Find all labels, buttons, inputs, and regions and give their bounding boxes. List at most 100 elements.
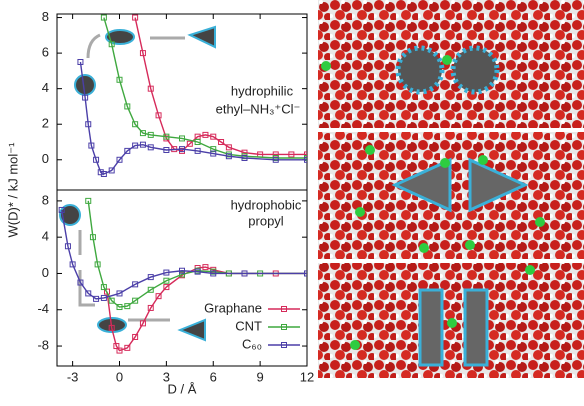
marker (132, 333, 139, 340)
legend-label: Graphane (204, 300, 262, 315)
marker (77, 59, 84, 65)
marker (194, 147, 201, 154)
series-line (103, 17, 307, 159)
marker (93, 156, 100, 163)
marker (124, 147, 131, 154)
marker (97, 169, 104, 176)
marker (132, 142, 139, 149)
legend-label: CNT (235, 318, 262, 333)
marker (116, 156, 123, 163)
marker (304, 156, 307, 163)
marker (218, 139, 225, 145)
marker (94, 261, 101, 268)
marker (124, 303, 131, 310)
marker (194, 139, 201, 145)
y-tick-label: 8 (42, 9, 49, 24)
y-tick-label: 8 (42, 192, 49, 207)
marker (100, 171, 107, 177)
marker (155, 293, 162, 300)
marker (88, 142, 95, 149)
annotation: hydrophobic (231, 197, 302, 212)
marker (108, 324, 115, 331)
marker (147, 131, 154, 138)
marker (58, 206, 65, 213)
marker (113, 343, 120, 350)
legend-label: C₆₀ (242, 336, 262, 351)
x-tick-label: 9 (257, 369, 264, 384)
marker (89, 234, 96, 241)
marker (100, 284, 107, 291)
marker (104, 288, 110, 295)
marker (85, 290, 92, 297)
legend-swatch (281, 306, 287, 312)
marker (202, 131, 209, 138)
snapshots (318, 0, 584, 378)
marker (116, 304, 123, 311)
y-tick-label: 4 (42, 80, 49, 95)
marker (179, 267, 185, 274)
marker (132, 121, 139, 128)
series-line (60, 209, 307, 300)
marker (64, 243, 71, 250)
marker (147, 144, 154, 151)
inset-arrows (78, 33, 185, 322)
marker (179, 271, 185, 278)
marker (139, 50, 146, 57)
marker (241, 270, 248, 277)
marker (147, 85, 154, 92)
y-axis-label: W(D)* / kJ mol⁻¹ (5, 142, 20, 238)
marker (163, 284, 170, 291)
marker (69, 261, 76, 268)
marker (225, 144, 232, 151)
marker (304, 270, 307, 277)
marker (132, 297, 139, 304)
marker (100, 14, 107, 21)
marker (163, 277, 170, 284)
marker (225, 153, 232, 160)
y-tick-label: 0 (42, 265, 49, 280)
y-tick-label: -4 (37, 301, 49, 316)
marker (179, 135, 185, 142)
marker (186, 140, 193, 147)
series-line (79, 61, 307, 175)
x-tick-label: 6 (210, 369, 217, 384)
marker (179, 146, 185, 153)
marker (100, 294, 107, 301)
marker (139, 320, 146, 327)
marker (85, 197, 92, 204)
marker (82, 94, 89, 101)
marker (163, 147, 170, 153)
annotation: hydrophilic (231, 83, 294, 98)
marker (108, 41, 115, 48)
annotation: ethyl–NH₃⁺Cl⁻ (216, 101, 301, 116)
marker (132, 14, 139, 21)
marker (163, 133, 170, 140)
marker (116, 347, 123, 354)
marker (194, 268, 201, 275)
marker (93, 295, 100, 302)
x-tick-label: -3 (67, 369, 79, 384)
legend-swatch (281, 324, 287, 330)
marker (155, 112, 162, 119)
plot-area (77, 14, 307, 177)
y-tick-label: 6 (42, 45, 49, 60)
x-tick-label: 0 (116, 369, 123, 384)
marker (85, 121, 92, 128)
marker (124, 103, 131, 110)
marker (108, 167, 115, 174)
plot-area (58, 197, 307, 354)
y-tick-label: -8 (37, 337, 49, 352)
marker (210, 146, 217, 153)
y-tick-label: 2 (42, 116, 49, 131)
annotation: propyl (248, 213, 284, 228)
marker (139, 130, 146, 137)
x-tick-label: 3 (163, 369, 170, 384)
series-line (87, 200, 307, 308)
marker (139, 141, 146, 148)
x-axis-label: D / Å (168, 381, 197, 396)
legend-swatch (281, 342, 287, 348)
marker (132, 281, 139, 288)
marker (288, 151, 295, 158)
marker (124, 344, 131, 351)
